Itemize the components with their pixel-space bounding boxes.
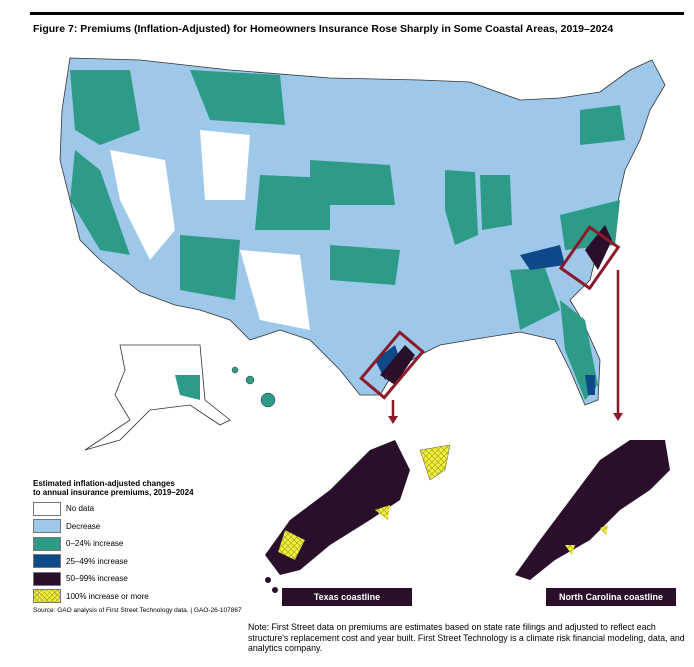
top-rule bbox=[30, 12, 684, 15]
source-line: Source: GAO analysis of First Street Tec… bbox=[33, 607, 242, 614]
alaska-increase bbox=[175, 375, 200, 400]
legend-item: 50–99% increase bbox=[33, 570, 263, 588]
legend-item: 0–24% increase bbox=[33, 535, 263, 553]
map-legend: Estimated inflation-adjusted changes to a… bbox=[33, 479, 263, 605]
nc-inset-map bbox=[515, 440, 670, 580]
tx-highlight-box bbox=[359, 330, 425, 400]
texas-coastline-label: Texas coastline bbox=[282, 588, 412, 606]
figure-title: Figure 7: Premiums (Inflation-Adjusted) … bbox=[33, 23, 614, 35]
legend-item: 100% increase or more bbox=[33, 588, 263, 606]
no-data-areas bbox=[110, 130, 310, 330]
figure-note: Note: First Street data on premiums are … bbox=[248, 622, 685, 653]
increase-50-99-areas bbox=[380, 225, 612, 385]
legend-item: No data bbox=[33, 500, 263, 518]
nc-coastline-label: North Carolina coastline bbox=[546, 588, 676, 606]
texas-inset-map bbox=[265, 440, 451, 593]
legend-title: Estimated inflation-adjusted changes to a… bbox=[33, 479, 194, 497]
hawaii bbox=[231, 366, 276, 408]
increase-0-24-areas bbox=[70, 70, 625, 400]
increase-25-49-areas bbox=[375, 245, 595, 395]
nc-highlight-box bbox=[558, 225, 621, 291]
legend-item: Decrease bbox=[33, 518, 263, 536]
alaska bbox=[84, 344, 231, 451]
legend-item: 25–49% increase bbox=[33, 553, 263, 571]
